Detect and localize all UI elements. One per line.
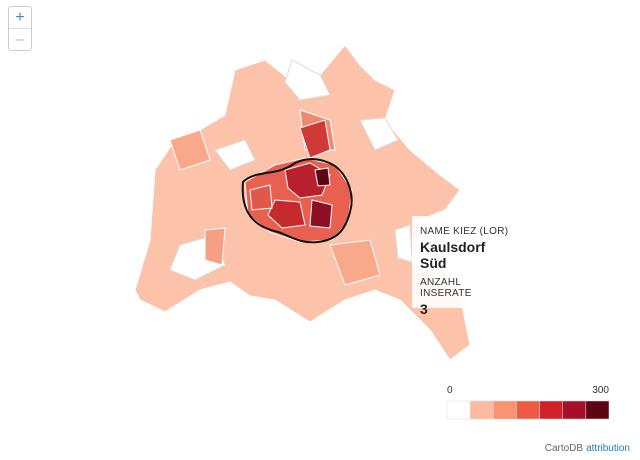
tooltip-label: NAME KIEZ (LOR)	[420, 226, 509, 237]
legend-swatch	[539, 400, 563, 420]
legend-min: 0	[447, 385, 453, 396]
legend-swatch	[493, 400, 517, 420]
attribution: CartoDB attribution	[545, 443, 630, 454]
tooltip: NAME KIEZ (LOR) Kaulsdorf Süd ANZAHL INS…	[412, 216, 522, 317]
legend-swatch	[469, 400, 494, 420]
zoom-out[interactable]: –	[9, 28, 31, 50]
forest	[284, 59, 331, 101]
legend-swatch	[562, 400, 587, 420]
inner-area	[249, 184, 273, 211]
legend: 0 300	[446, 385, 610, 420]
inner-area	[299, 119, 331, 159]
tooltip-value: 3	[420, 301, 428, 317]
area	[329, 239, 381, 286]
legend-swatch	[585, 400, 610, 420]
inner-area	[309, 199, 333, 229]
forest	[214, 139, 256, 171]
area	[204, 227, 226, 266]
legend-swatch	[516, 400, 540, 420]
inner-area	[314, 167, 331, 187]
inner-area	[267, 199, 306, 229]
districts	[134, 44, 471, 361]
legend-swatch	[446, 400, 471, 420]
tooltip-value: Kaulsdorf Süd	[420, 239, 486, 271]
forest	[359, 117, 399, 151]
attribution-provider: CartoDB	[544, 443, 584, 454]
forest	[394, 224, 413, 263]
legend-max: 300	[592, 385, 609, 396]
ring-outline	[241, 158, 353, 244]
area	[169, 129, 211, 171]
attribution-link[interactable]: attribution	[586, 443, 630, 454]
zoom-control: + –	[8, 6, 32, 51]
tooltip-label: ANZAHL INSERATE	[420, 277, 472, 299]
zoom-in[interactable]: +	[15, 9, 25, 26]
